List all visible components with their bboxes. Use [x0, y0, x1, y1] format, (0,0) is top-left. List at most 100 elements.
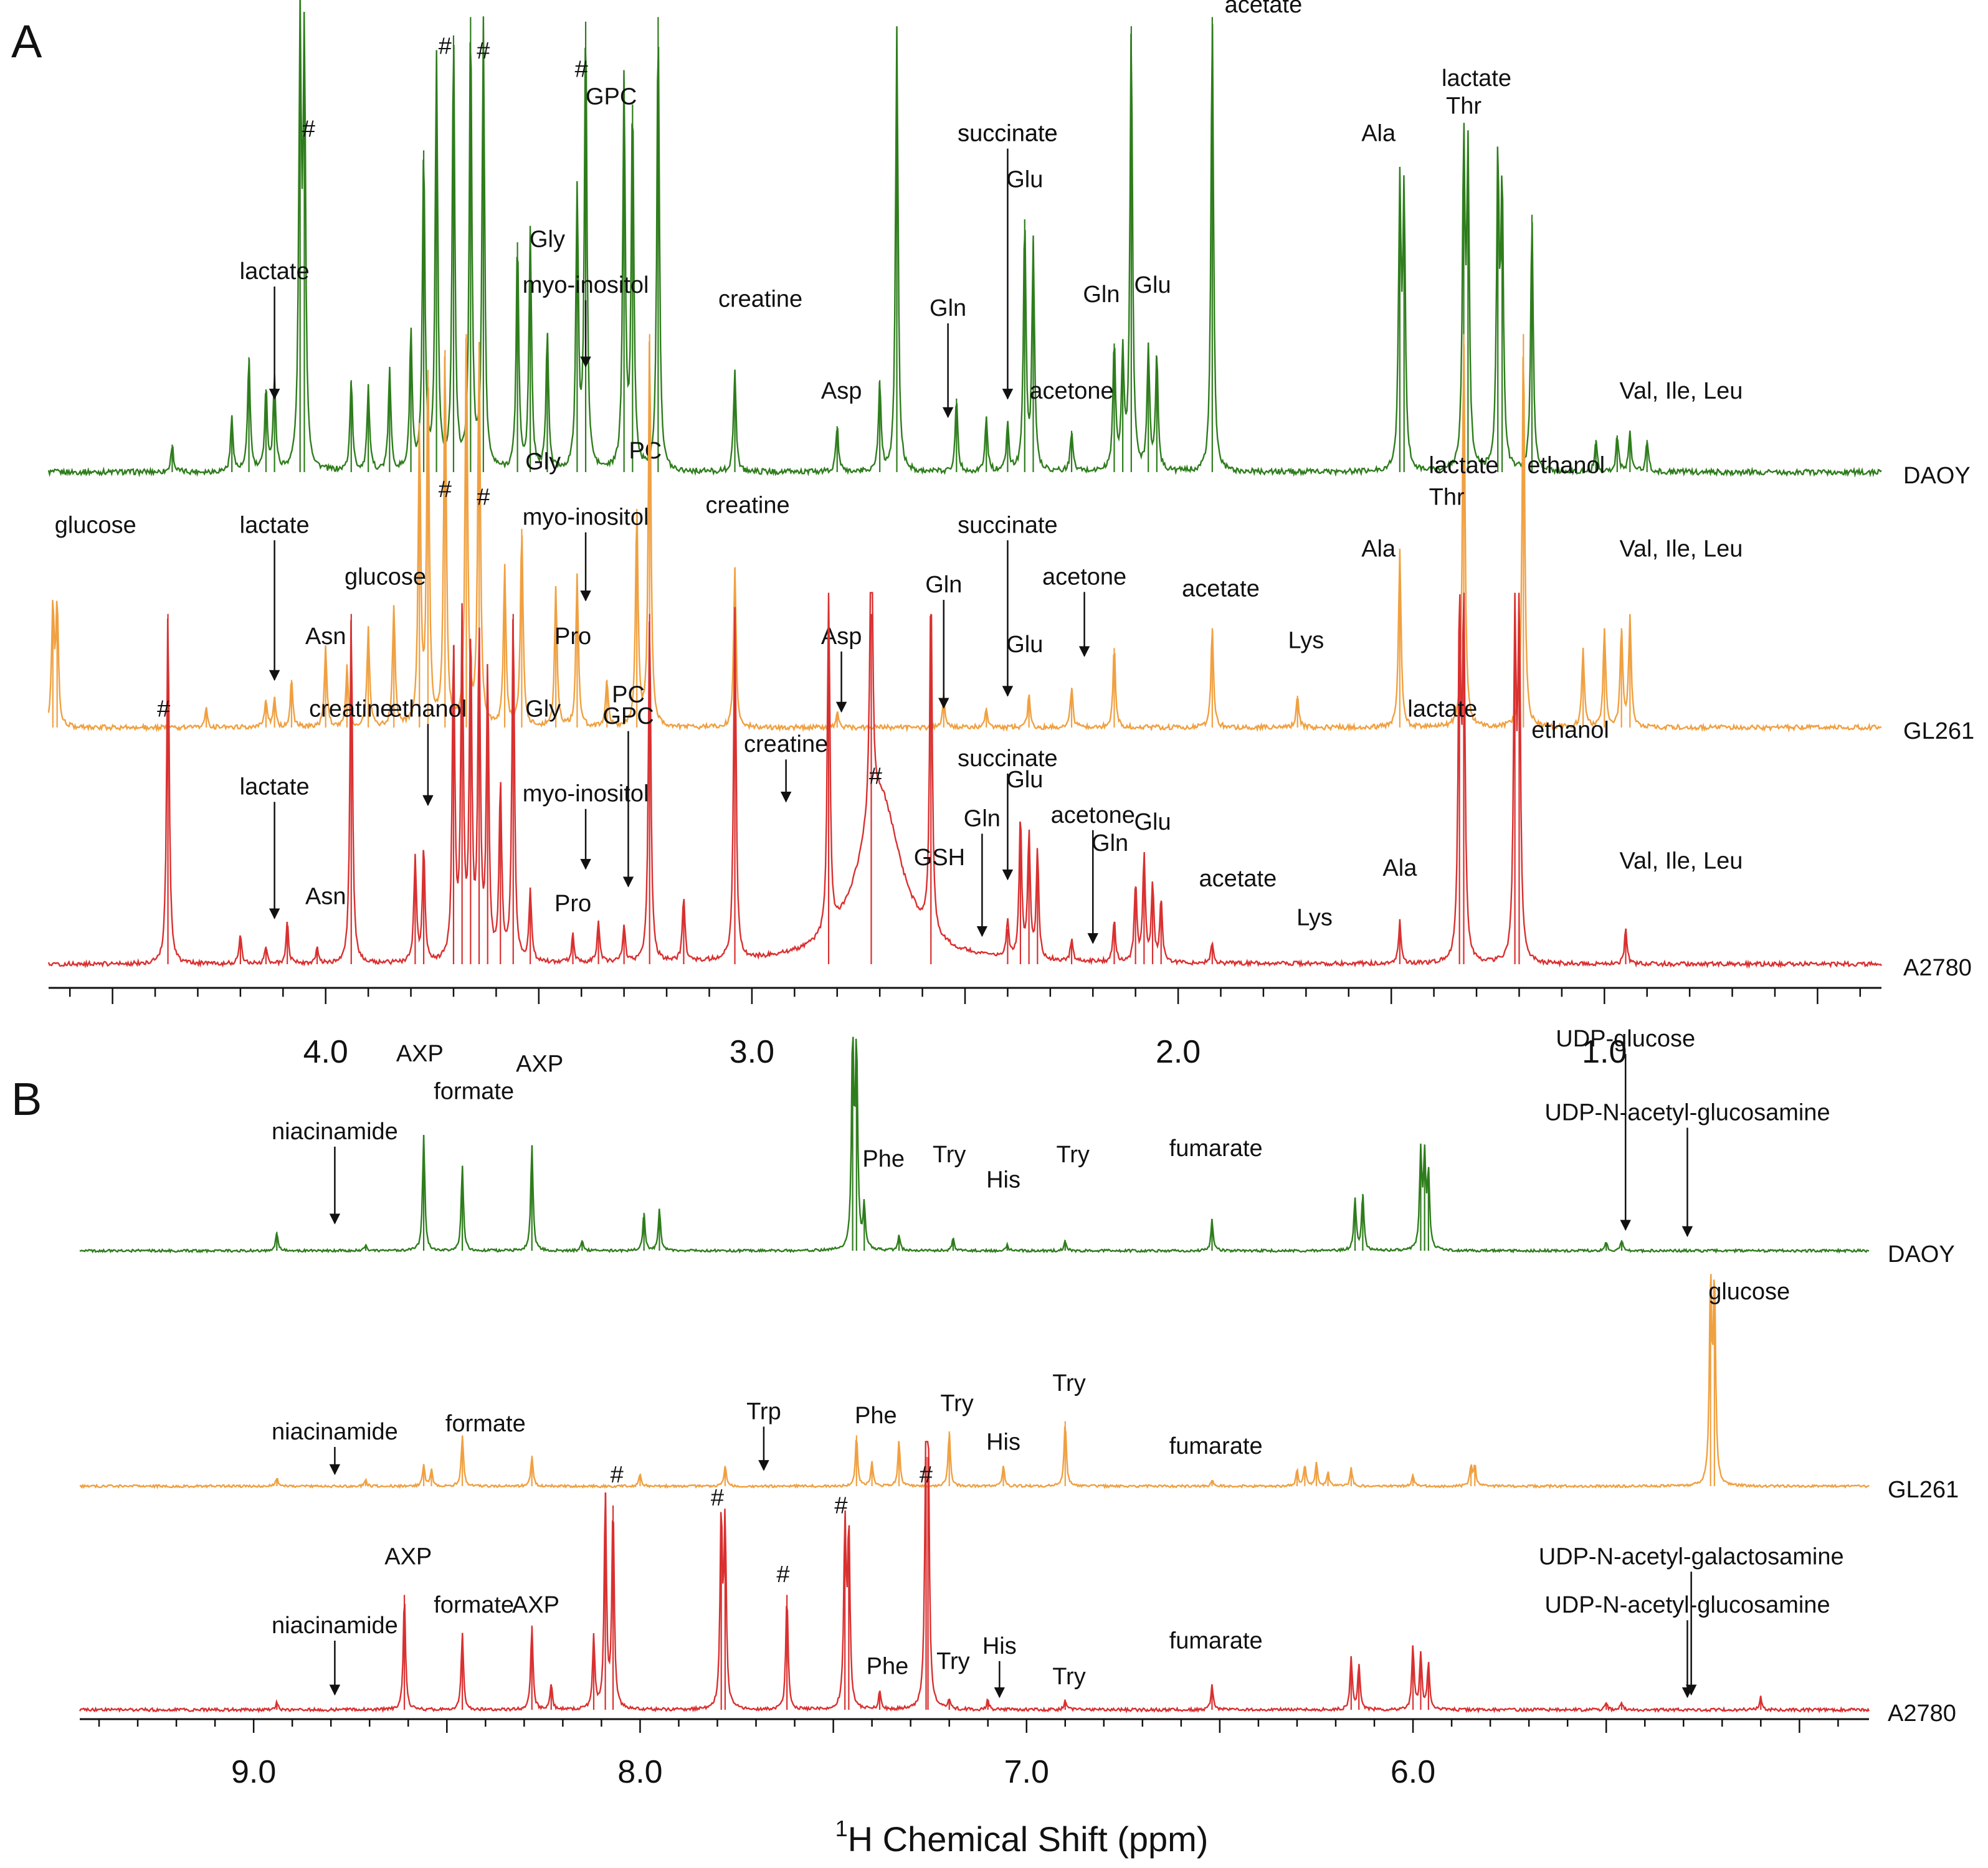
x-tick-label-3-0: 3.0 — [730, 1034, 774, 1070]
x-tick-label-8-0: 8.0 — [617, 1754, 662, 1790]
peak-annotation-his: His — [986, 1167, 1020, 1193]
peak-annotation-ethanol: ethanol — [1527, 453, 1605, 479]
peak-annotation-creatine: creatine — [718, 286, 802, 312]
peak-annotation-try: Try — [1052, 1664, 1085, 1690]
peak-annotation-acetone: acetone — [1042, 564, 1126, 590]
peak-annotation-glucose: glucose — [1708, 1279, 1790, 1305]
peak-annotation-: # — [920, 1462, 933, 1488]
x-tick-label-9-0: 9.0 — [231, 1754, 276, 1790]
peak-annotation-ala: Ala — [1361, 121, 1396, 147]
sample-label-a2780: A2780 — [1888, 1700, 1956, 1727]
peak-annotation-glucose: glucose — [345, 564, 426, 590]
peak-annotation-lactate: lactate — [240, 774, 310, 800]
peak-annotation-gly: Gly — [525, 696, 561, 722]
peak-annotation-pro: Pro — [554, 891, 591, 917]
peak-annotation-gln: Gln — [1083, 282, 1120, 308]
peak-annotation-ala: Ala — [1382, 855, 1417, 881]
sample-label-a2780: A2780 — [1903, 955, 1972, 981]
x-axis-label-superscript: 1 — [835, 1816, 848, 1841]
x-tick-label-6-0: 6.0 — [1391, 1754, 1435, 1790]
x-axis-label-text: H Chemical Shift (ppm) — [848, 1819, 1209, 1859]
x-tick-label-1-0: 1.0 — [1582, 1034, 1627, 1070]
peak-annotation-: # — [302, 116, 315, 142]
panel-b-spectra: 9.0 8.0 7.0 6.0DAOYAXPformateAXPniacinamide… — [78, 1026, 1959, 1790]
peak-annotation-gly: Gly — [525, 448, 561, 475]
peak-annotation-acetate: acetate — [1199, 866, 1277, 892]
peak-annotation-gln: Gln — [964, 805, 1001, 832]
peak-annotation-glucose: glucose — [55, 512, 136, 538]
peak-annotation-myo-inositol: myo-inositol — [523, 781, 649, 807]
peak-annotation-acetone: acetone — [1029, 378, 1113, 404]
peak-annotation-lys: Lys — [1296, 905, 1333, 931]
x-tick-label-2-0: 2.0 — [1156, 1034, 1201, 1070]
peak-annotation-gsh: GSH — [914, 845, 965, 871]
peak-annotation-: # — [439, 476, 452, 503]
spectrum-gl261 — [79, 1274, 1870, 1489]
peak-annotation-lactate: lactate — [1407, 696, 1477, 722]
peak-annotation-lys: Lys — [1288, 627, 1324, 653]
peak-annotation-myo-inositol: myo-inositol — [523, 272, 649, 298]
peak-annotation-: # — [575, 56, 588, 82]
peak-annotation-succinate: succinate — [958, 512, 1058, 538]
peak-annotation-axp: AXP — [516, 1051, 563, 1078]
x-tick-label-7-0: 7.0 — [1004, 1754, 1049, 1790]
peak-annotation-succinate: succinate — [958, 746, 1058, 772]
peak-annotation-phe: Phe — [855, 1403, 897, 1429]
peak-annotation-gln: Gln — [925, 572, 962, 598]
spectrum-a2780 — [78, 1441, 1870, 1714]
peak-annotation-axp: AXP — [384, 1543, 432, 1570]
peak-annotation-glu: Glu — [1134, 272, 1171, 298]
peak-annotation-formate: formate — [434, 1079, 514, 1105]
x-axis-label: 1H Chemical Shift (ppm) — [835, 1816, 1209, 1859]
peak-annotation-: # — [157, 696, 170, 722]
peak-annotation-: # — [477, 38, 490, 64]
peak-annotation-lactate: lactate — [240, 258, 310, 285]
peak-annotation-formate: formate — [445, 1411, 526, 1437]
peak-annotation-acetate: acetate — [1182, 576, 1260, 602]
peak-annotation-myo-inositol: myo-inositol — [523, 505, 649, 531]
peak-annotation-creatine: creatine — [705, 492, 789, 518]
peak-annotation-val-ile-leu: Val, Ile, Leu — [1619, 536, 1743, 562]
peak-annotation-niacinamide: niacinamide — [272, 1613, 398, 1639]
peak-annotation-thr: Thr — [1429, 485, 1465, 511]
peak-annotation-succinate: succinate — [958, 121, 1058, 147]
peak-annotation-: # — [439, 33, 452, 59]
peak-annotation-gpc: GPC — [586, 84, 637, 110]
peak-annotation-: # — [611, 1462, 624, 1488]
peak-annotation-udp-glucose: UDP-glucose — [1556, 1026, 1695, 1052]
panel-letter-b: B — [11, 1073, 42, 1125]
peak-annotation-udp-n-acetyl-glucosamine: UDP-N-acetyl-glucosamine — [1544, 1099, 1830, 1126]
peak-annotation-niacinamide: niacinamide — [272, 1119, 398, 1145]
peak-annotation-succinate: succinate — [958, 121, 1058, 147]
peak-annotation-his: His — [982, 1633, 1017, 1659]
peak-annotation-pc: PC — [629, 438, 662, 464]
peak-annotation-: # — [776, 1562, 789, 1588]
peak-annotation-ethanol: ethanol — [389, 696, 467, 722]
peak-annotation-his: His — [986, 1429, 1020, 1455]
peak-annotation-gln: Gln — [1091, 830, 1128, 856]
spectrum-gl261 — [47, 337, 1882, 733]
peak-annotation-try: Try — [933, 1142, 966, 1168]
peak-annotation-axp: AXP — [512, 1592, 559, 1618]
peak-annotation-creatine: creatine — [744, 731, 828, 757]
spectrum-daoy — [47, 0, 1882, 478]
peak-annotation-acetone: acetone — [1051, 802, 1135, 828]
peak-annotation-glu: Glu — [1006, 166, 1043, 192]
peak-annotation-glu: Glu — [1006, 767, 1043, 793]
panel-letter-a: A — [11, 16, 42, 67]
peak-annotation-try: Try — [1052, 1370, 1085, 1396]
peak-annotation-asn: Asn — [305, 623, 346, 650]
peak-annotation-lactate: lactate — [240, 512, 310, 538]
peak-annotation-gpc: GPC — [602, 703, 654, 729]
peak-annotation-try: Try — [1056, 1142, 1089, 1168]
peak-annotation-gln: Gln — [930, 295, 966, 321]
peak-annotation-asn: Asn — [305, 883, 346, 909]
peak-annotation-udp-n-acetyl-galactosamine: UDP-N-acetyl-galactosamine — [1539, 1543, 1844, 1570]
peak-annotation-thr: Thr — [1446, 93, 1481, 119]
peak-annotation-: # — [711, 1485, 724, 1511]
peak-annotation-niacinamide: niacinamide — [272, 1419, 398, 1445]
peak-annotation-pc: PC — [612, 682, 645, 708]
peak-annotation-glu: Glu — [1006, 632, 1043, 658]
sample-label-daoy: DAOY — [1888, 1241, 1955, 1268]
peak-annotation-val-ile-leu: Val, Ile, Leu — [1619, 848, 1743, 875]
